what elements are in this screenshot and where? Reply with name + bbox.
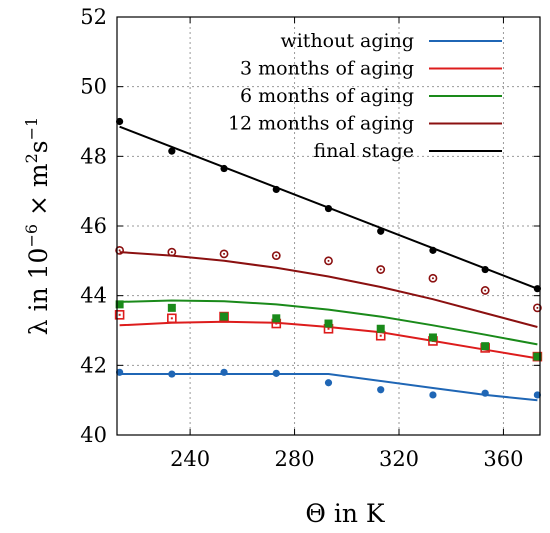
series-line [119,251,538,328]
series-2 [115,299,542,361]
grid [117,17,540,435]
data-point [219,249,229,259]
data-point-center [379,334,382,337]
y-tick-label: 44 [80,284,107,308]
data-point [324,319,333,328]
data-point-center [327,259,330,262]
plot-series [114,117,543,402]
data-point [271,251,281,261]
x-tick-label: 240 [170,447,210,471]
data-point [429,246,437,254]
axis-ticks: 40 42 44 46 48 50 52 240 280 320 360 [80,5,540,471]
data-point [220,368,228,376]
series-line [119,299,538,346]
data-point [272,185,280,194]
data-point [324,204,333,213]
y-tick-label: 46 [80,214,107,238]
x-axis-title: Θ in K [305,499,385,528]
legend-label: 3 months of aging [240,58,414,80]
y-tick-label: 50 [80,75,107,99]
data-point [532,303,542,313]
data-point [481,389,489,397]
data-point [480,286,490,295]
data-point [324,256,333,266]
data-point-center [327,327,330,330]
data-point-center [118,249,121,252]
data-point [428,273,438,283]
legend: without aging 3 months of aging 6 months o… [228,30,502,162]
series-3 [115,245,542,328]
data-point-center [223,252,226,255]
data-point [116,117,124,126]
series-line [119,373,538,402]
data-point [272,369,280,377]
x-tick-label: 280 [275,447,315,471]
data-point [481,265,489,274]
data-point-center [484,289,487,292]
data-point-center [275,254,278,257]
data-point [533,391,541,399]
data-point [481,342,490,351]
data-point [116,368,124,376]
data-point [114,310,125,320]
data-point [428,333,437,342]
data-point [272,314,281,323]
data-point [220,164,228,173]
series-4 [116,117,541,293]
data-point [324,379,333,387]
data-point [376,265,386,274]
legend-label: 6 months of aging [240,85,414,107]
legend-label: final stage [314,140,414,162]
y-tick-label: 48 [80,144,107,168]
x-tick-label: 360 [483,447,523,471]
data-point [376,324,385,333]
y-tick-label: 52 [80,5,107,29]
data-point-center [431,277,434,280]
data-point [167,247,177,257]
data-point-center [379,268,382,271]
data-point [377,386,385,394]
data-point-center [170,251,173,254]
data-point [168,147,176,155]
data-point [167,303,176,312]
legend-label: without aging [280,30,414,52]
x-tick-label: 320 [379,447,419,471]
data-point [168,370,176,378]
data-point [429,391,437,399]
legend-label: 12 months of aging [228,113,414,135]
data-point-center [118,313,121,316]
data-point-center [536,306,539,309]
data-point-center [275,322,278,325]
y-tick-label: 42 [80,353,107,377]
series-0 [116,368,541,402]
y-tick-label: 40 [80,423,107,447]
data-point-center [170,317,173,320]
data-point [533,352,542,361]
data-point [533,285,541,293]
data-point [377,227,385,235]
data-point [115,245,125,255]
y-axis-title: λ in 10−6 × m2s−1 [22,117,53,335]
data-point [115,300,124,309]
data-point [220,312,229,321]
series-1 [114,310,543,362]
data-point [167,313,177,324]
